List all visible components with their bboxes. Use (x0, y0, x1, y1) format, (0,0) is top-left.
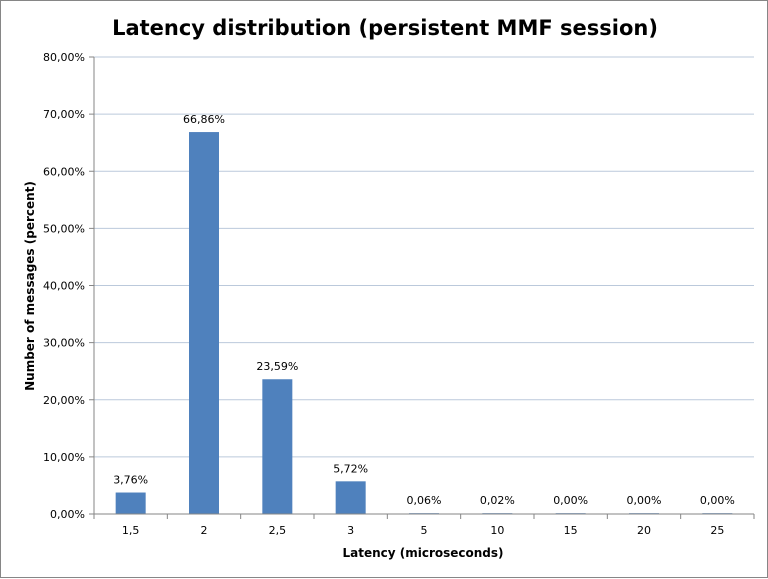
y-tick-label: 60,00% (43, 165, 85, 178)
x-tick-label: 10 (490, 524, 504, 537)
y-tick-label: 70,00% (43, 108, 85, 121)
y-tick-label: 50,00% (43, 222, 85, 235)
x-tick-label: 1,5 (122, 524, 140, 537)
x-axis-title: Latency (microseconds) (342, 546, 503, 560)
x-tick-label: 2 (201, 524, 208, 537)
x-tick-label: 2,5 (269, 524, 287, 537)
y-tick-label: 30,00% (43, 337, 85, 350)
data-label: 0,02% (480, 494, 515, 507)
y-tick-label: 80,00% (43, 51, 85, 64)
x-tick-label: 20 (637, 524, 651, 537)
data-label: 5,72% (333, 462, 368, 475)
bar (115, 492, 146, 514)
x-axis-ticks: 1,5 2 2,5 3 5 10 15 20 25 (93, 514, 755, 537)
y-axis-ticks: 0,00% 10,00% 20,00% 30,00% 40,00% 50,00% 60,00… (43, 51, 94, 521)
y-tick-label: 40,00% (43, 280, 85, 293)
data-label: 0,06% (407, 494, 442, 507)
y-tick-label: 20,00% (43, 394, 85, 407)
data-labels: 3,76% 66,86% 23,59% 5,72% 0,06% 0,02% 0,00% 0,0… (113, 113, 735, 507)
bar (262, 379, 293, 514)
bar (335, 481, 366, 514)
y-tick-label: 10,00% (43, 451, 85, 464)
bars (115, 132, 733, 514)
x-tick-label: 15 (564, 524, 578, 537)
x-tick-label: 3 (347, 524, 354, 537)
y-tick-label: 0,00% (50, 508, 85, 521)
bar (189, 132, 219, 514)
x-tick-label: 5 (421, 524, 428, 537)
x-tick-label: 25 (710, 524, 724, 537)
data-label: 0,00% (700, 494, 735, 507)
data-label: 3,76% (113, 474, 148, 487)
data-label: 0,00% (627, 494, 662, 507)
chart-title: Latency distribution (persistent MMF ses… (112, 16, 658, 40)
data-label: 66,86% (183, 113, 225, 126)
data-label: 0,00% (553, 494, 588, 507)
y-axis-title: Number of messages (percent) (23, 181, 37, 391)
data-label: 23,59% (256, 360, 298, 373)
